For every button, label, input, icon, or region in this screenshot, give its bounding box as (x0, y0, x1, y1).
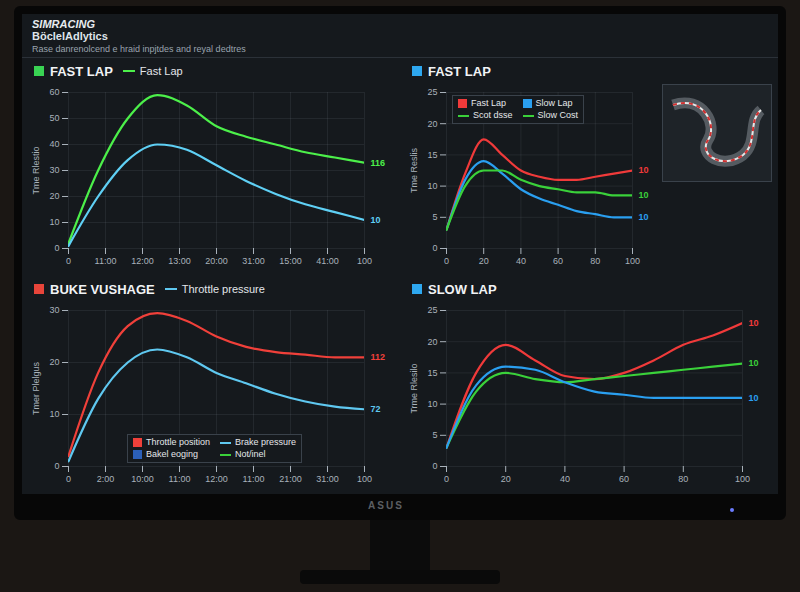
svg-text:0: 0 (444, 256, 449, 266)
svg-text:0: 0 (432, 461, 437, 471)
svg-text:15: 15 (427, 150, 437, 160)
svg-text:10: 10 (427, 399, 437, 409)
svg-text:11:00: 11:00 (169, 474, 191, 484)
svg-text:0: 0 (66, 256, 71, 266)
svg-text:11:00: 11:00 (95, 256, 117, 266)
svg-text:31:00: 31:00 (242, 256, 265, 266)
html-text:Throttle position: Throttle position (146, 437, 210, 447)
html-text:Fast Lap: Fast Lap (471, 98, 506, 108)
svg-text:0: 0 (54, 461, 59, 471)
svg-text:100: 100 (735, 474, 750, 484)
svg-text:112: 112 (371, 352, 386, 362)
svg-text:0: 0 (54, 243, 59, 253)
html-text:Scot dsse: Scot dsse (473, 110, 513, 120)
svg-text:20: 20 (427, 337, 437, 347)
svg-text:2:00: 2:00 (97, 474, 115, 484)
svg-text:10: 10 (371, 215, 381, 225)
svg-text:20: 20 (427, 119, 437, 129)
html-text:BöclelAdlytics: BöclelAdlytics (32, 30, 108, 42)
html-text:Slow Cost: Slow Cost (537, 110, 578, 120)
svg-text:60: 60 (619, 474, 629, 484)
svg-text:25: 25 (427, 305, 437, 315)
svg-text:10: 10 (749, 358, 759, 368)
html-text:Rase danrenolcend e hraid inpj: Rase danrenolcend e hraid inpjtdes and r… (32, 44, 246, 54)
svg-text:100: 100 (357, 256, 372, 266)
svg-text:10: 10 (427, 181, 437, 191)
svg-text:10: 10 (639, 190, 649, 200)
html-text:Throttle pressure: Throttle pressure (181, 283, 265, 295)
svg-text:13:00: 13:00 (168, 256, 191, 266)
html-text:SIMRACING: SIMRACING (32, 18, 95, 30)
svg-text:80: 80 (678, 474, 688, 484)
svg-text:41:00: 41:00 (316, 256, 339, 266)
svg-text:10: 10 (749, 393, 759, 403)
svg-text:20: 20 (49, 357, 59, 367)
svg-text:12:00: 12:00 (205, 474, 228, 484)
html-text:Bakel eoging: Bakel eoging (146, 449, 198, 459)
svg-text:10:00: 10:00 (131, 474, 154, 484)
svg-text:100: 100 (625, 256, 640, 266)
html-text:BUKE VUSHAGE: BUKE VUSHAGE (50, 281, 155, 297)
svg-text:10: 10 (749, 318, 759, 328)
svg-text:15:00: 15:00 (279, 256, 302, 266)
svg-text:72: 72 (371, 404, 381, 414)
html-text:Slow Lap: Slow Lap (535, 98, 573, 108)
svg-text:30: 30 (49, 165, 59, 175)
svg-text:Tme Reslis: Tme Reslis (409, 148, 419, 194)
html-text:ASUS: ASUS (368, 500, 404, 511)
svg-text:10: 10 (49, 217, 59, 227)
html-text:FAST LAP: FAST LAP (428, 63, 491, 79)
html-text:Fast Lap: Fast Lap (139, 65, 183, 77)
svg-text:Tmer Plelgus: Tmer Plelgus (31, 361, 41, 415)
svg-text:10: 10 (49, 409, 59, 419)
svg-text:100: 100 (357, 474, 372, 484)
svg-text:60: 60 (49, 87, 59, 97)
svg-text:31:00: 31:00 (316, 474, 339, 484)
svg-text:21:00: 21:00 (279, 474, 302, 484)
svg-text:80: 80 (590, 256, 600, 266)
svg-text:116: 116 (371, 158, 386, 168)
svg-text:10: 10 (639, 212, 649, 222)
svg-text:40: 40 (49, 139, 59, 149)
svg-text:25: 25 (427, 87, 437, 97)
svg-text:20: 20 (49, 191, 59, 201)
svg-text:10: 10 (639, 165, 649, 175)
svg-text:50: 50 (49, 113, 59, 123)
svg-text:11:00: 11:00 (243, 474, 265, 484)
svg-text:30: 30 (49, 305, 59, 315)
html-text:Not/inel: Not/inel (235, 449, 266, 459)
html-text:SLOW LAP: SLOW LAP (428, 281, 497, 297)
svg-text:40: 40 (560, 474, 570, 484)
html-text:FAST LAP: FAST LAP (50, 63, 113, 79)
svg-text:60: 60 (553, 256, 563, 266)
svg-text:40: 40 (516, 256, 526, 266)
svg-text:20: 20 (479, 256, 489, 266)
svg-text:20:00: 20:00 (205, 256, 228, 266)
svg-text:5: 5 (432, 212, 437, 222)
svg-text:20: 20 (501, 474, 511, 484)
svg-text:0: 0 (66, 474, 71, 484)
svg-text:5: 5 (432, 430, 437, 440)
svg-text:Trme Rlesilo: Trme Rlesilo (409, 363, 419, 413)
svg-text:12:00: 12:00 (131, 256, 154, 266)
svg-text:15: 15 (427, 368, 437, 378)
svg-text:Tme Rlestio: Tme Rlestio (31, 146, 41, 194)
svg-text:0: 0 (444, 474, 449, 484)
svg-text:0: 0 (432, 243, 437, 253)
html-text:Brake pressure: Brake pressure (235, 437, 297, 447)
